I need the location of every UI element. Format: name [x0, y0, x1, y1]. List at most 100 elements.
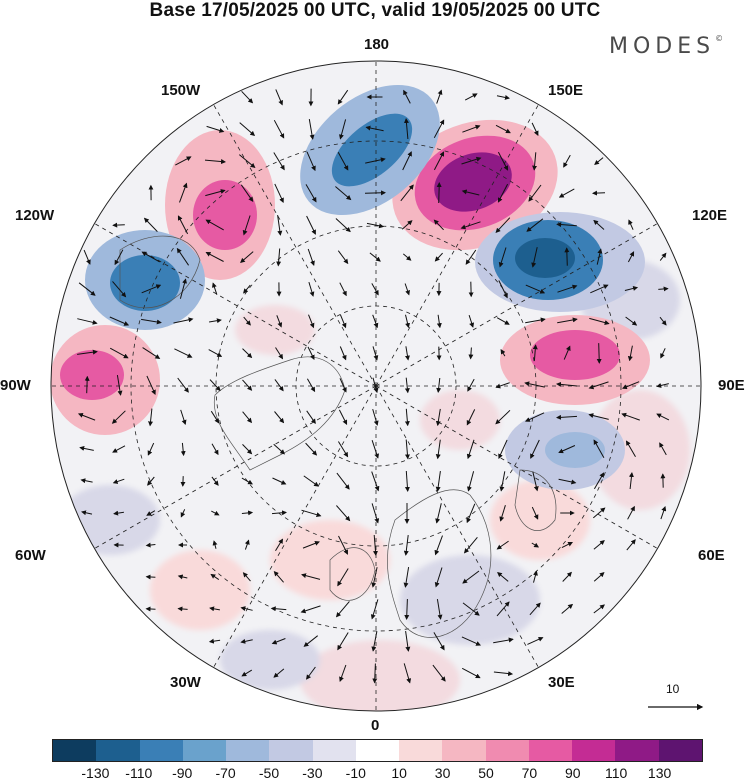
- wind-vector: [624, 286, 639, 291]
- wind-vectors: [77, 88, 670, 684]
- wind-vector: [496, 540, 509, 550]
- wind-vector: [461, 156, 482, 165]
- wind-vector: [270, 606, 287, 612]
- wind-vector: [243, 284, 251, 294]
- wind-vector: [371, 440, 380, 459]
- colorbar-swatch: [615, 740, 659, 761]
- wind-vector: [204, 159, 226, 165]
- coastline-path: [329, 547, 376, 601]
- wind-vector: [205, 252, 224, 262]
- wind-vector: [626, 440, 636, 458]
- wind-vector: [558, 188, 575, 198]
- wind-vector: [402, 151, 412, 171]
- wind-vector: [205, 189, 226, 197]
- wind-vector: [242, 411, 253, 424]
- wind-vector: [239, 122, 256, 137]
- wind-vector: [175, 156, 192, 166]
- wind-vector: [242, 348, 253, 359]
- wind-vector: [303, 635, 319, 647]
- wind-vector: [273, 443, 286, 455]
- colorbar-swatch: [96, 740, 140, 761]
- wind-vector: [436, 314, 442, 329]
- wind-vector: [557, 317, 578, 324]
- wind-vector: [499, 505, 506, 522]
- wind-vector: [496, 94, 510, 100]
- wind-vector: [271, 510, 287, 516]
- wind-vector: [659, 442, 667, 456]
- meridian-line: [213, 104, 377, 387]
- wind-vector: [240, 251, 254, 264]
- wind-vector: [497, 151, 509, 171]
- wind-vector: [112, 281, 127, 298]
- wind-vector: [244, 539, 250, 550]
- coastline-path: [213, 356, 346, 471]
- wind-vector: [590, 284, 609, 294]
- wind-vector: [336, 472, 350, 490]
- wind-vector: [308, 281, 315, 297]
- wind-vector: [594, 157, 604, 166]
- wind-vector: [141, 251, 160, 263]
- wind-vector: [532, 344, 538, 361]
- wind-vector: [433, 632, 445, 651]
- wind-vector: [434, 535, 443, 556]
- wind-vector: [336, 505, 351, 522]
- wind-vector: [337, 250, 349, 265]
- wind-vector: [432, 664, 446, 682]
- wind-vector: [308, 119, 315, 140]
- wind-vector: [403, 118, 409, 140]
- colorbar-tick-label: -30: [302, 765, 323, 781]
- wind-vector: [627, 505, 635, 520]
- wind-vector: [495, 382, 510, 389]
- brand-logo: MODES©: [609, 34, 723, 59]
- wind-vector: [364, 190, 386, 196]
- wind-vector: [273, 570, 284, 583]
- wind-vector: [436, 89, 443, 104]
- wind-vector: [498, 439, 508, 460]
- wind-vector: [401, 220, 413, 230]
- wind-vector: [596, 248, 603, 265]
- meridian-line: [375, 223, 658, 387]
- wind-vector: [593, 540, 605, 550]
- colorbar-tick-label: 70: [521, 765, 538, 781]
- wind-vector: [339, 664, 347, 682]
- wind-vector: [531, 247, 538, 268]
- wind-vector: [212, 540, 218, 549]
- wind-vector: [460, 221, 481, 230]
- wind-vector: [302, 541, 320, 549]
- colorbar-swatch: [269, 740, 313, 761]
- wind-vector: [301, 509, 322, 518]
- wind-vector: [660, 505, 667, 520]
- wind-vector: [533, 570, 538, 583]
- wind-vector: [78, 282, 96, 296]
- wind-vector: [81, 510, 93, 516]
- chart-title: Base 17/05/2025 00 UTC, valid 19/05/2025…: [149, 0, 601, 21]
- wind-vector: [211, 443, 219, 456]
- wind-vector: [337, 89, 349, 105]
- wind-vector: [436, 599, 443, 620]
- colorbar-tick-label: 90: [565, 765, 581, 781]
- coastline-path: [119, 235, 201, 309]
- colorbar-tick-label: -90: [172, 765, 193, 781]
- wind-vector: [241, 90, 254, 104]
- wind-vector: [656, 383, 669, 388]
- wind-vector: [561, 603, 574, 614]
- wind-vector: [526, 218, 544, 232]
- wind-vector: [435, 408, 441, 427]
- wind-vector: [563, 154, 571, 168]
- wind-vector: [593, 472, 605, 490]
- wind-vector: [173, 317, 194, 324]
- wind-vector: [532, 152, 538, 171]
- lon-label-150w: 150W: [161, 82, 201, 99]
- wind-vector: [371, 471, 380, 492]
- colorbar-labels: -130 -110 -90 -70 -50 -30 -10 10 30 50 70 90 110 130: [0, 765, 750, 783]
- wind-vector: [563, 345, 571, 360]
- wind-vector: [208, 349, 223, 357]
- wind-vector: [461, 667, 481, 679]
- wind-vector: [303, 475, 320, 487]
- latitude-circle: [130, 140, 622, 632]
- wind-vector: [306, 410, 316, 425]
- wind-vector: [241, 669, 253, 677]
- wind-vector: [142, 347, 161, 359]
- wind-vector: [209, 379, 221, 392]
- colorbar-tick-label: 30: [434, 765, 451, 781]
